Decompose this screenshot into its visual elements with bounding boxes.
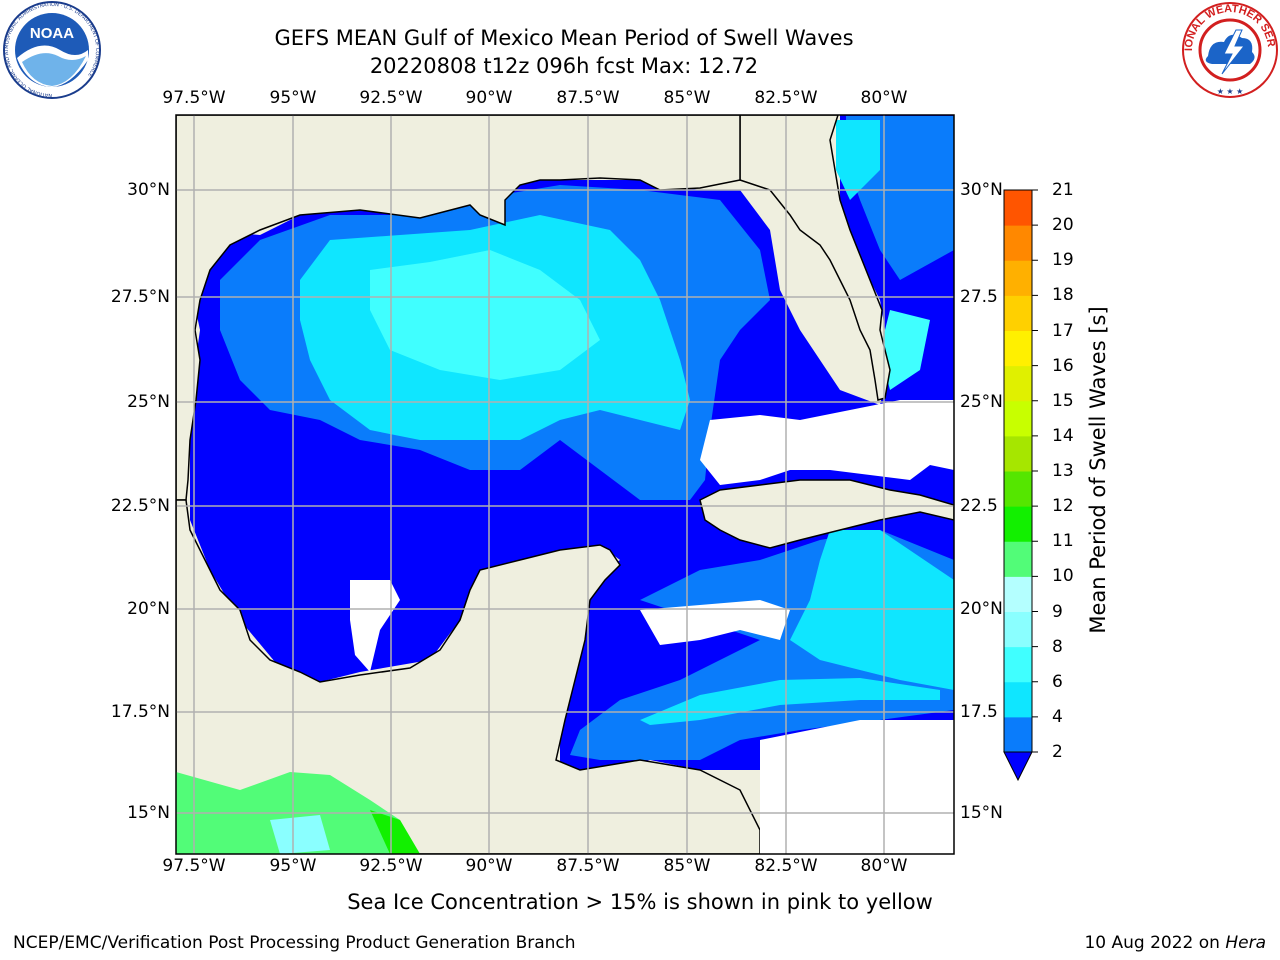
lat-label-right: 20°N bbox=[960, 599, 1003, 619]
colorbar-tick-label: 17 bbox=[1052, 320, 1074, 341]
colorbar-tick-label: 6 bbox=[1052, 671, 1063, 692]
colorbar-tick-label: 4 bbox=[1052, 706, 1063, 727]
map-frame bbox=[175, 114, 955, 855]
colorbar-segment bbox=[1004, 471, 1032, 507]
colorbar-segment bbox=[1004, 576, 1032, 612]
colorbar-segment bbox=[1004, 225, 1032, 261]
colorbar-extend-triangle bbox=[1003, 751, 1033, 782]
colorbar-tick-label: 2 bbox=[1052, 742, 1063, 762]
lat-label-left: 27.5°N bbox=[110, 287, 170, 307]
colorbar-segment bbox=[1004, 330, 1032, 367]
colorbar-segment bbox=[1004, 190, 1032, 226]
colorbar-tick-label: 16 bbox=[1052, 355, 1074, 376]
swell-4-6s-region-caribbean bbox=[790, 530, 954, 690]
lon-label-bottom: 90°W bbox=[465, 856, 513, 876]
no-data-region-gulf bbox=[350, 580, 400, 672]
lon-label-top: 97.5°W bbox=[162, 88, 226, 108]
nws-logo-stars: ★ ★ ★ bbox=[1217, 87, 1244, 96]
lon-label-top: 95°W bbox=[269, 88, 317, 108]
mexico-land bbox=[176, 499, 761, 854]
no-data-region bbox=[700, 400, 954, 485]
lat-label-left: 15°N bbox=[127, 803, 170, 823]
florida-land bbox=[739, 115, 891, 401]
lon-label-top: 90°W bbox=[465, 88, 513, 108]
no-data-region-south bbox=[760, 720, 954, 854]
lat-label-left: 22.5°N bbox=[110, 496, 170, 516]
lon-label-top: 82.5°W bbox=[754, 88, 818, 108]
colorbar-segment bbox=[1004, 611, 1032, 648]
swell-10-11s-region bbox=[370, 810, 420, 854]
colorbar-segment bbox=[1004, 681, 1032, 718]
colorbar-segment bbox=[1004, 541, 1032, 577]
lon-label-top: 80°W bbox=[860, 88, 908, 108]
lon-label-bottom: 85°W bbox=[663, 856, 711, 876]
credit-text: NCEP/EMC/Verification Post Processing Pr… bbox=[13, 933, 576, 953]
colorbar-segment bbox=[1004, 435, 1032, 472]
lat-label-right: 15°N bbox=[960, 803, 1003, 823]
lon-label-bottom: 92.5°W bbox=[359, 856, 423, 876]
chart-title: GEFS MEAN Gulf of Mexico Mean Period of … bbox=[274, 26, 854, 50]
lon-label-top: 87.5°W bbox=[556, 88, 620, 108]
colorbar-segment bbox=[1004, 400, 1032, 437]
lat-label-left: 30°N bbox=[127, 180, 170, 200]
nws-logo: NATIONAL WEATHER SERVICE ★ ★ ★ bbox=[1180, 0, 1278, 98]
lat-label-right: 22.5 bbox=[960, 496, 998, 516]
noaa-logo-text: NOAA bbox=[30, 25, 74, 42]
lat-label-left: 20°N bbox=[127, 599, 170, 619]
graticule bbox=[176, 115, 954, 854]
colorbar-segment bbox=[1004, 716, 1032, 753]
lat-label-left: 17.5°N bbox=[110, 702, 170, 722]
colorbar-tick-label: 21 bbox=[1052, 180, 1074, 200]
lon-label-bottom: 95°W bbox=[269, 856, 317, 876]
colorbar-title: Mean Period of Swell Waves [s] bbox=[1086, 306, 1110, 634]
lon-label-top: 85°W bbox=[663, 88, 711, 108]
lon-label-bottom: 87.5°W bbox=[556, 856, 620, 876]
noaa-logo: NOAA NATIONAL OCEANIC AND ATMOSPHERIC AD… bbox=[3, 1, 101, 99]
colorbar-tick-label: 11 bbox=[1052, 531, 1074, 552]
colorbar-segment bbox=[1004, 506, 1032, 542]
lat-label-right: 27.5 bbox=[960, 287, 998, 307]
swell-8-9s-region bbox=[270, 815, 330, 854]
colorbar-segment bbox=[1004, 295, 1032, 331]
no-data-region-caribbean bbox=[640, 600, 790, 645]
run-date: 10 Aug 2022 on Hera bbox=[1084, 933, 1266, 953]
lon-label-top: 92.5°W bbox=[359, 88, 423, 108]
colorbar-tick-label: 9 bbox=[1052, 601, 1063, 622]
colorbar-segment bbox=[1004, 365, 1032, 402]
colorbar-tick-label: 8 bbox=[1052, 636, 1063, 657]
swell-4-6s-band bbox=[640, 678, 940, 725]
colorbar-segment bbox=[1004, 646, 1032, 683]
colorbar-tick-label: 15 bbox=[1052, 390, 1074, 411]
lat-label-right: 30°N bbox=[960, 180, 1003, 200]
lon-label-bottom: 80°W bbox=[860, 856, 908, 876]
lon-label-bottom: 97.5°W bbox=[162, 856, 226, 876]
colorbar-tick-label: 18 bbox=[1052, 285, 1074, 306]
lat-label-left: 25°N bbox=[127, 392, 170, 412]
swell-6-8s-region bbox=[370, 250, 600, 380]
colorbar-segment bbox=[1004, 260, 1032, 296]
colorbar-tick-label: 10 bbox=[1052, 566, 1074, 587]
colorbar-tick-label: 14 bbox=[1052, 425, 1074, 446]
swell-4-6s-region-keys bbox=[880, 310, 930, 390]
run-date-text: 10 Aug 2022 on bbox=[1084, 933, 1220, 953]
lat-label-right: 25°N bbox=[960, 392, 1003, 412]
colorbar-tick-label: 12 bbox=[1052, 496, 1074, 517]
run-host: Hera bbox=[1225, 933, 1266, 953]
colorbar-tick-label: 20 bbox=[1052, 215, 1074, 236]
cuba-land bbox=[699, 479, 954, 549]
lat-label-right: 17.5 bbox=[960, 702, 998, 722]
swell-4-6s-region-north bbox=[836, 120, 880, 200]
colorbar-tick-label: 19 bbox=[1052, 250, 1074, 271]
lon-label-bottom: 82.5°W bbox=[754, 856, 818, 876]
sea-ice-note: Sea Ice Concentration > 15% is shown in … bbox=[347, 890, 933, 914]
colorbar-tick-label: 13 bbox=[1052, 461, 1074, 481]
chart-subtitle: 20220808 t12z 096h fcst Max: 12.72 bbox=[369, 54, 759, 78]
